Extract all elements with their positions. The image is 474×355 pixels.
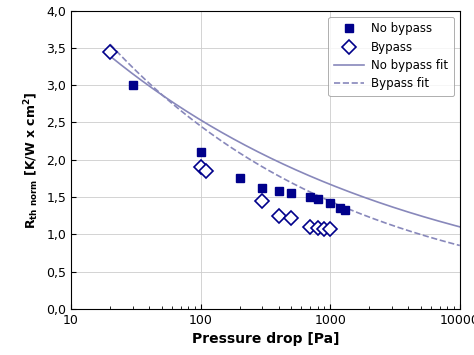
No bypass fit [273,159,279,163]
No bypass [337,206,343,210]
Bypass [288,216,294,220]
No bypass fit [457,225,463,229]
No bypass [288,191,294,195]
Y-axis label: R$_{\mathregular{th\ norm}}$ [K/W x cm$^{\mathregular{2}}$]: R$_{\mathregular{th\ norm}}$ [K/W x cm$^… [22,91,41,229]
No bypass [198,150,203,154]
No bypass fit [275,160,281,164]
No bypass [260,186,265,190]
No bypass [342,208,348,212]
Bypass fit [315,194,321,198]
No bypass [130,83,136,87]
Line: Bypass: Bypass [105,47,335,234]
Bypass [260,198,265,203]
Line: Bypass fit: Bypass fit [110,44,460,246]
Bypass [107,50,113,54]
Bypass fit [275,174,281,178]
No bypass [307,195,313,199]
Line: No bypass: No bypass [129,81,349,214]
No bypass [315,196,320,201]
Bypass fit [394,225,400,229]
No bypass fit [296,169,302,174]
Bypass fit [448,241,454,245]
No bypass fit [107,54,113,58]
Line: No bypass fit: No bypass fit [110,56,460,227]
Bypass [198,165,203,169]
Bypass fit [457,244,463,248]
No bypass fit [394,206,400,211]
Bypass fit [107,42,113,47]
Bypass fit [296,185,302,189]
No bypass [276,189,282,193]
No bypass [237,176,243,180]
Bypass [307,225,313,229]
Bypass fit [273,173,279,177]
Bypass [321,227,327,231]
Bypass [328,227,333,231]
No bypass fit [315,178,321,182]
Bypass [276,213,282,218]
No bypass fit [448,223,454,227]
X-axis label: Pressure drop [Pa]: Pressure drop [Pa] [191,332,339,346]
Bypass [203,169,209,173]
No bypass [328,201,333,205]
Legend: No bypass, Bypass, No bypass fit, Bypass fit: No bypass, Bypass, No bypass fit, Bypass… [328,17,454,96]
Bypass [315,226,320,230]
